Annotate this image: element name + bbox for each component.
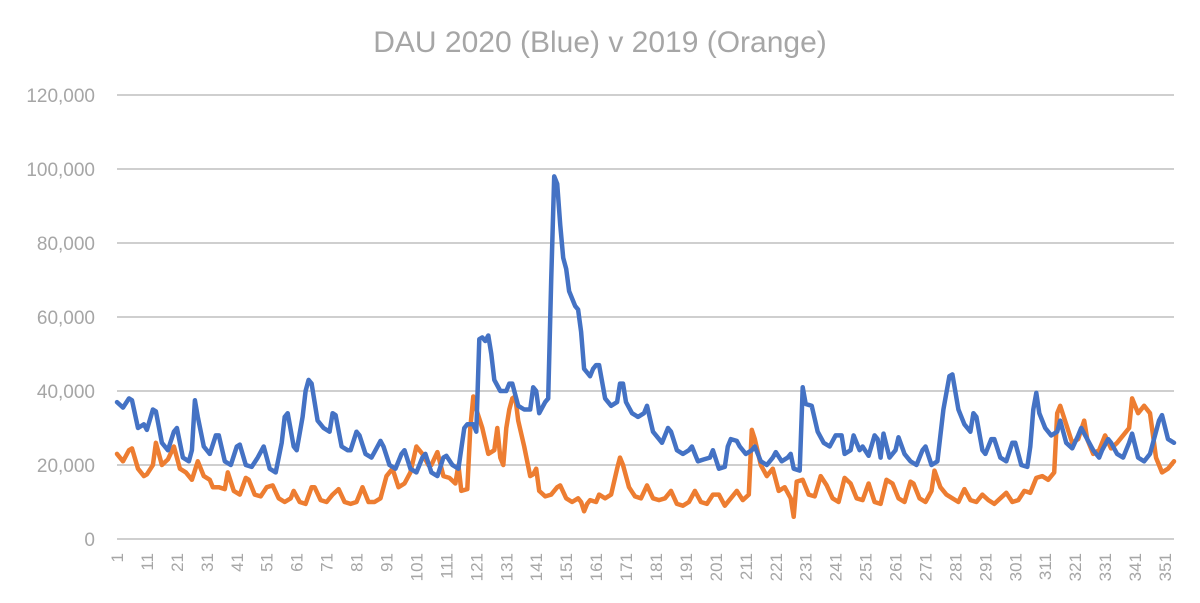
x-tick-label: 21 bbox=[168, 553, 187, 572]
x-tick-label: 211 bbox=[737, 553, 756, 580]
y-tick-label: 20,000 bbox=[37, 456, 95, 477]
x-tick-label: 261 bbox=[887, 553, 906, 581]
y-tick-label: 40,000 bbox=[37, 382, 95, 403]
x-tick-label: 51 bbox=[258, 553, 277, 572]
x-tick-label: 131 bbox=[497, 553, 516, 581]
x-tick-label: 11 bbox=[138, 553, 157, 571]
x-tick-label: 61 bbox=[288, 553, 307, 572]
y-tick-label: 100,000 bbox=[26, 160, 95, 181]
x-tick-label: 331 bbox=[1096, 553, 1115, 581]
x-tick-label: 281 bbox=[946, 553, 965, 581]
y-tick-label: 60,000 bbox=[37, 308, 95, 329]
chart-title: DAU 2020 (Blue) v 2019 (Orange) bbox=[373, 26, 827, 59]
x-tick-label: 221 bbox=[767, 553, 786, 581]
x-tick-label: 191 bbox=[677, 553, 696, 581]
x-tick-label: 121 bbox=[467, 553, 486, 581]
x-tick-label: 201 bbox=[707, 553, 726, 581]
x-tick-label: 81 bbox=[348, 553, 367, 572]
x-tick-label: 1 bbox=[108, 553, 127, 562]
x-tick-label: 321 bbox=[1066, 553, 1085, 581]
x-tick-label: 351 bbox=[1156, 553, 1175, 581]
x-tick-label: 301 bbox=[1006, 553, 1025, 581]
y-tick-label: 0 bbox=[84, 530, 95, 551]
x-tick-label: 161 bbox=[587, 553, 606, 581]
x-tick-label: 271 bbox=[916, 553, 935, 581]
x-tick-label: 151 bbox=[557, 553, 576, 581]
y-tick-label: 80,000 bbox=[37, 234, 95, 255]
x-tick-label: 181 bbox=[647, 553, 666, 581]
x-tick-label: 241 bbox=[827, 553, 846, 581]
x-tick-label: 111 bbox=[437, 553, 456, 579]
x-tick-label: 141 bbox=[527, 553, 546, 581]
y-axis-ticks: 0 20,000 40,000 60,000 80,000 100,000 120,000 bbox=[26, 86, 95, 551]
x-tick-label: 311 bbox=[1036, 553, 1055, 580]
x-tick-label: 41 bbox=[228, 553, 247, 572]
x-tick-label: 101 bbox=[407, 553, 426, 581]
y-tick-label: 120,000 bbox=[26, 86, 95, 107]
x-tick-label: 31 bbox=[198, 553, 217, 572]
x-tick-label: 291 bbox=[976, 553, 995, 581]
x-tick-label: 171 bbox=[617, 553, 636, 581]
chart-container: DAU 2020 (Blue) v 2019 (Orange) 0 20,000 4… bbox=[0, 0, 1200, 603]
x-tick-label: 231 bbox=[797, 553, 816, 581]
x-tick-label: 251 bbox=[857, 553, 876, 581]
x-axis-ticks: 1 11 21 31 41 51 61 71 81 91 101 111 121 131 141 151 161… bbox=[108, 553, 1175, 581]
x-tick-label: 71 bbox=[318, 553, 337, 572]
line-chart: DAU 2020 (Blue) v 2019 (Orange) 0 20,000 4… bbox=[0, 0, 1200, 603]
series-line-2020 bbox=[117, 176, 1174, 476]
x-tick-label: 341 bbox=[1126, 553, 1145, 581]
x-tick-label: 91 bbox=[377, 553, 396, 572]
